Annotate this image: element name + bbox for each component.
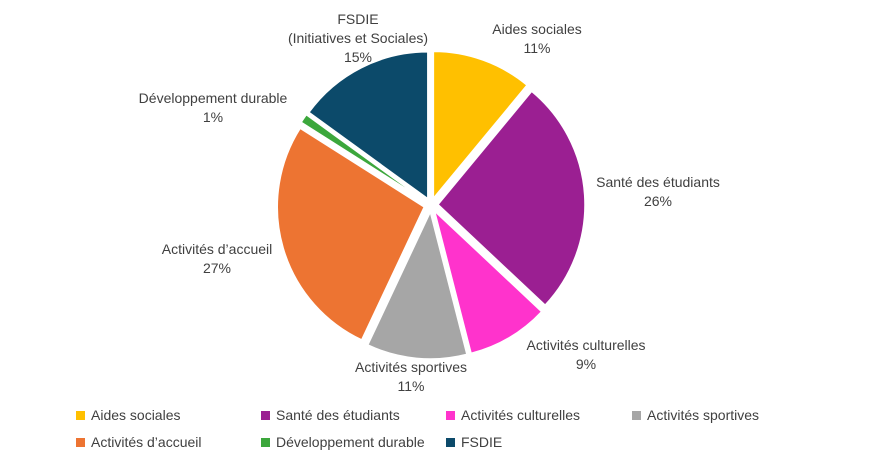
data-label-value: 11% bbox=[397, 378, 425, 394]
data-label-value: 26% bbox=[643, 193, 673, 209]
data-label-name: Activités sportives bbox=[354, 359, 468, 375]
data-label-name: Activités culturelles bbox=[526, 337, 646, 353]
data-label-name-line2: (Initiatives et Sociales) bbox=[287, 30, 429, 46]
data-label-activites-culturelles: Activités culturelles 9% bbox=[526, 336, 645, 374]
pie-slice-aides-sociales bbox=[432, 50, 529, 201]
data-label-developpement-durable: Développement durable 1% bbox=[139, 89, 288, 127]
data-label-name: Aides sociales bbox=[492, 21, 582, 37]
data-label-value: 11% bbox=[523, 40, 551, 56]
data-label-name: FSDIE bbox=[337, 11, 379, 27]
data-label-name: Santé des étudiants bbox=[596, 174, 720, 190]
data-label-activites-sportives: Activités sportives 11% bbox=[355, 358, 467, 396]
data-label-name: Activités d’accueil bbox=[161, 241, 273, 257]
data-label-activites-accueil: Activités d’accueil 27% bbox=[162, 240, 273, 278]
pie-slice-developpement-durable bbox=[300, 113, 426, 202]
data-label-aides-sociales: Aides sociales 11% bbox=[492, 20, 582, 58]
data-label-name: Développement durable bbox=[138, 90, 288, 106]
data-label-value: 27% bbox=[202, 260, 232, 276]
data-label-value: 9% bbox=[575, 356, 597, 372]
pie-slice-fsdie bbox=[307, 51, 429, 201]
pie-slice-activites-d-accueil bbox=[276, 127, 426, 341]
pie-slice-activites-sportives bbox=[366, 209, 468, 360]
data-label-value: 15% bbox=[343, 49, 373, 65]
data-label-sante-etudiants: Santé des étudiants 26% bbox=[596, 173, 720, 211]
pie-slice-sante-des-etudiants bbox=[436, 90, 586, 307]
data-label-fsdie: FSDIE (Initiatives et Sociales) 15% bbox=[288, 10, 428, 67]
pie-slice-activites-culturelles bbox=[433, 208, 543, 355]
data-label-value: 1% bbox=[202, 109, 224, 125]
